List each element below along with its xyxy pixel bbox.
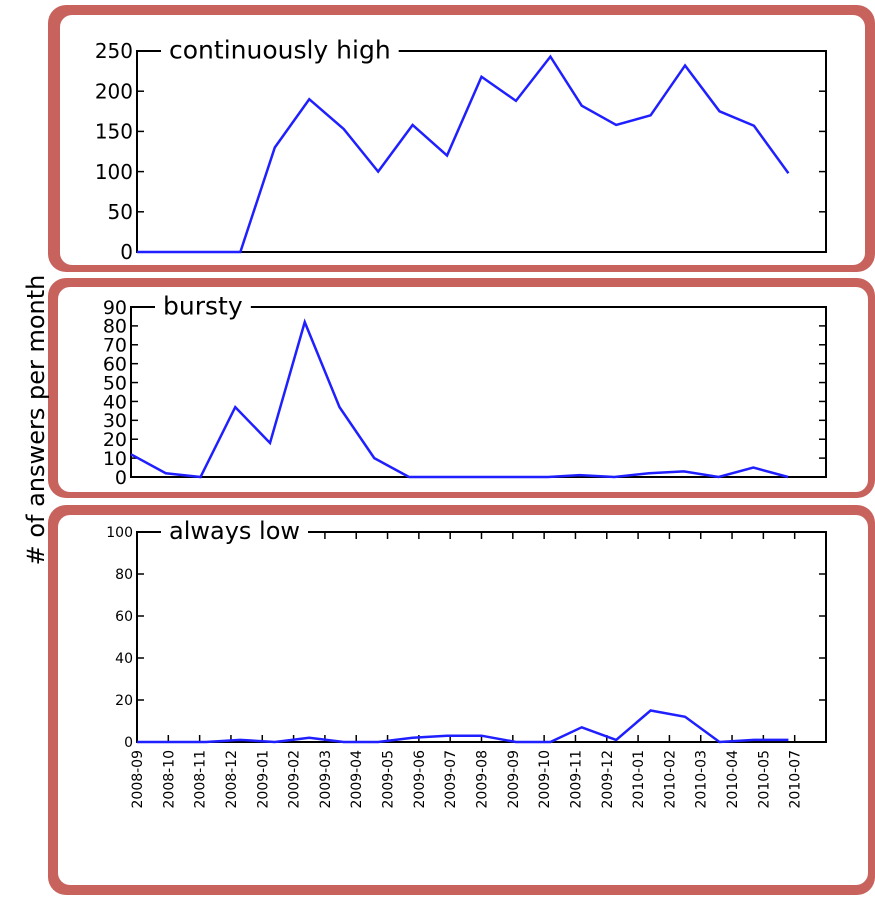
x-tick-label: 2009-05 xyxy=(381,750,397,809)
panel-label: always low xyxy=(169,517,300,545)
x-tick-label: 2010-05 xyxy=(756,750,772,809)
y-tick-label: 150 xyxy=(95,120,133,144)
legend-bg xyxy=(161,35,399,65)
x-tick-label: 2008-09 xyxy=(130,750,146,809)
y-tick-label: 200 xyxy=(95,79,133,103)
data-line xyxy=(137,709,789,744)
y-tick-label: 50 xyxy=(103,372,127,394)
x-tick-label: 2009-02 xyxy=(287,750,303,809)
x-tick-label: 2009-08 xyxy=(475,750,491,809)
panel-bg xyxy=(60,15,865,265)
y-tick-label: 60 xyxy=(103,354,127,376)
y-axis-label: # of answers per month xyxy=(22,275,50,566)
x-tick-label: 2009-11 xyxy=(568,750,584,809)
y-tick-label: 100 xyxy=(95,160,133,184)
y-tick-label: 0 xyxy=(120,240,133,264)
y-tick-label: 60 xyxy=(115,609,133,625)
plot-frame xyxy=(136,50,827,253)
y-tick-label: 30 xyxy=(103,410,127,432)
y-tick-label: 20 xyxy=(103,429,127,451)
x-tick-label: 2009-10 xyxy=(537,750,553,809)
y-tick-label: 40 xyxy=(115,651,133,667)
y-tick-label: 40 xyxy=(103,391,127,413)
panel-label: continuously high xyxy=(169,36,391,65)
panel-bg xyxy=(58,515,868,885)
x-tick-label: 2008-10 xyxy=(161,750,177,809)
data-line xyxy=(130,318,789,479)
y-tick-label: 70 xyxy=(103,335,127,357)
legend-bg xyxy=(155,291,251,321)
y-tick-label: 50 xyxy=(108,200,133,224)
x-tick-label: 2009-03 xyxy=(318,750,334,809)
y-tick-label: 80 xyxy=(103,316,127,338)
x-tick-label: 2010-07 xyxy=(788,750,804,809)
y-tick-label: 250 xyxy=(95,39,133,63)
x-tick-label: 2008-11 xyxy=(193,750,209,809)
x-tick-label: 2008-12 xyxy=(224,750,240,809)
y-tick-label: 10 xyxy=(103,448,127,470)
panel-label: bursty xyxy=(163,292,243,321)
panel-bg xyxy=(58,287,868,492)
x-tick-label: 2009-12 xyxy=(600,750,616,809)
y-tick-label: 80 xyxy=(115,567,133,583)
y-tick-label: 0 xyxy=(115,467,127,489)
x-tick-label: 2009-04 xyxy=(349,750,365,809)
data-line xyxy=(137,54,790,254)
y-tick-label: 100 xyxy=(106,525,133,541)
x-tick-label: 2009-01 xyxy=(255,750,271,809)
x-tick-label: 2010-03 xyxy=(694,750,710,809)
x-tick-label: 2009-07 xyxy=(443,750,459,809)
y-tick-label: 0 xyxy=(124,735,133,751)
y-tick-label: 20 xyxy=(115,693,133,709)
x-tick-label: 2010-01 xyxy=(631,750,647,809)
y-tick-label: 90 xyxy=(103,297,127,319)
x-tick-label: 2010-02 xyxy=(662,750,678,809)
legend-bg xyxy=(161,517,309,546)
x-tick-label: 2009-06 xyxy=(412,750,428,809)
x-tick-label: 2009-09 xyxy=(506,750,522,809)
x-tick-label: 2010-04 xyxy=(725,750,741,809)
